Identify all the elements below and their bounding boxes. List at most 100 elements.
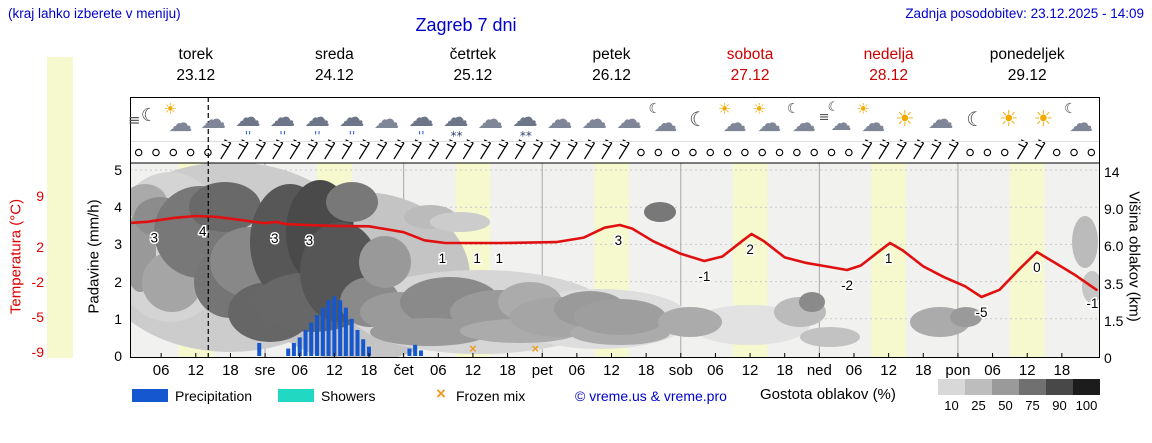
precipitation-tick-label: 4 <box>114 199 122 216</box>
x-tick-label: sob <box>668 362 693 379</box>
cloud-density-swatch <box>965 379 992 395</box>
cloud-density-tick-label: 100 <box>1075 398 1098 413</box>
weather-icon-cloud: ☁ <box>615 105 642 135</box>
day-header-sobota: sobota 27.12 <box>726 46 774 84</box>
precipitation-tick-label: 2 <box>114 273 122 290</box>
temperature-value-label: -2 <box>841 278 853 293</box>
calm-wind-icon <box>758 148 766 157</box>
weather-icon-moon-wind-cloud: ≡ ☾ ☁ <box>818 100 852 135</box>
weather-icon-sun: ☀ <box>1033 107 1054 132</box>
calm-wind-icon <box>134 148 143 157</box>
calm-wind-icon <box>741 148 749 157</box>
page-title: Zagreb 7 dni <box>415 15 517 35</box>
cloud-density-tick-label: 10 <box>944 398 959 413</box>
copyright-link[interactable]: © vreme.us & vreme.pro <box>575 388 727 404</box>
weather-icon-sun: ☀ <box>894 107 915 132</box>
weather-icon-sun-cloud: ☀ ☁ <box>163 100 193 137</box>
x-tick-label: 12 <box>741 362 759 379</box>
calm-wind-icon <box>827 148 836 157</box>
cloud-height-tick-label: 6.0 <box>1104 238 1124 255</box>
x-tick-label: 06 <box>984 362 1001 379</box>
temperature-value-label: 1 <box>439 251 447 266</box>
cloud-density-legend-label: Gostota oblakov (%) <box>760 386 896 403</box>
temperature-tick-label: -5 <box>31 309 44 325</box>
temperature-value-label: 1 <box>473 251 481 266</box>
precipitation-legend-label: Precipitation <box>175 388 253 404</box>
precipitation-tick-label: 3 <box>114 236 122 253</box>
x-tick-label: čet <box>393 362 414 379</box>
cloud-height-tick-label: 14 <box>1104 164 1120 180</box>
frozen-mix-marker: × <box>531 341 539 356</box>
temperature-value-label: 3 <box>150 230 158 245</box>
calm-wind-icon <box>689 148 697 157</box>
x-tick-label: 18 <box>1053 362 1071 379</box>
weather-icon-moon-cloud: ☾ ☁ <box>648 101 678 137</box>
cloud-density-tick-label: 25 <box>971 398 986 413</box>
day-header-petek: petek 26.12 <box>592 46 631 84</box>
cloud-height-tick-label: 3.5 <box>1104 275 1124 292</box>
temperature-value-label: -5 <box>975 305 987 320</box>
x-tick-label: 18 <box>499 362 516 379</box>
calm-wind-icon <box>966 148 974 157</box>
temperature-value-label: 2 <box>746 242 754 257</box>
frozen-mix-marker: × <box>469 341 477 356</box>
temperature-value-label: 1 <box>495 251 503 266</box>
cloud-density-swatch <box>992 379 1019 395</box>
cloud-density-tick-label: 75 <box>1025 398 1040 413</box>
last-update-timestamp: Zadnja posodobitev: 23.12.2025 - 14:09 <box>905 6 1144 21</box>
calm-wind-icon <box>845 148 853 157</box>
weather-icon-sun: ☀ <box>998 107 1019 132</box>
temperature-tick-label: -2 <box>31 274 44 290</box>
weather-icon-cloud-rain: ☁ '' <box>269 103 296 143</box>
x-tick-label: 06 <box>152 362 170 379</box>
cloud-density-layer <box>130 163 1100 358</box>
temperature-value-label: -1 <box>698 269 710 284</box>
x-tick-label: 12 <box>880 362 897 379</box>
temperature-tick-label: -9 <box>31 344 44 360</box>
x-tick-label: 18 <box>637 362 655 379</box>
temperature-tick-label: 9 <box>36 188 44 204</box>
calm-wind-icon <box>983 148 992 157</box>
cloud-density-tick-label: 50 <box>998 398 1013 413</box>
day-header-torek: torek 23.12 <box>176 46 216 84</box>
x-tick-label: 12 <box>326 362 343 379</box>
precipitation-tick-label: 5 <box>114 162 122 178</box>
temperature-value-label: 3 <box>271 231 279 246</box>
precipitation-swatch <box>132 389 168 402</box>
left-highlight-strip <box>47 57 73 358</box>
cloud-density-swatch <box>1046 379 1073 395</box>
precipitation-tick-label: 0 <box>114 348 122 364</box>
calm-wind-icon <box>1087 148 1096 157</box>
cloud-height-tick-label: 0 <box>1104 350 1112 366</box>
calm-wind-icon <box>186 148 195 157</box>
calm-wind-icon <box>637 148 645 157</box>
x-tick-label: pon <box>945 362 971 379</box>
weather-icon-cloud: ☁ <box>581 105 608 135</box>
x-tick-label: 18 <box>776 362 794 379</box>
temperature-value-label: -1 <box>1086 296 1098 311</box>
weather-icon-moon-cloud: ☾ ☁ <box>787 101 817 137</box>
x-tick-label: pet <box>531 362 553 379</box>
weather-icon-moon: ☾ <box>689 107 708 131</box>
weather-icon-cloud: ☁ <box>927 105 954 135</box>
calm-wind-icon <box>706 148 715 157</box>
weather-icon-sun-cloud: ☀ ☁ <box>717 100 747 137</box>
calm-wind-icon <box>1000 148 1009 157</box>
x-tick-label: 06 <box>568 362 586 379</box>
day-header-ponedeljek: ponedeljek 29.12 <box>989 46 1065 84</box>
calm-wind-icon <box>1070 148 1078 157</box>
weather-icon-cloud-rain: ☁ '' <box>407 103 434 143</box>
weather-icon-moon-wind: ≡ ☾ <box>127 105 157 129</box>
calm-wind-icon <box>810 148 818 157</box>
x-tick-label: 12 <box>187 362 205 379</box>
weather-icon-moon-cloud: ☾ ☁ <box>1064 101 1094 137</box>
temperature-value-label: 1 <box>885 251 893 266</box>
calm-wind-icon <box>1052 148 1061 157</box>
weather-icon-sun-cloud: ☀ ☁ <box>856 100 886 137</box>
showers-legend-label: Showers <box>321 388 376 404</box>
cloud-density-swatch <box>1019 379 1046 395</box>
calm-wind-icon <box>671 148 680 157</box>
location-hint: (kraj lahko izberete v meniju) <box>8 6 181 21</box>
temperature-value-label: 0 <box>1033 260 1041 275</box>
